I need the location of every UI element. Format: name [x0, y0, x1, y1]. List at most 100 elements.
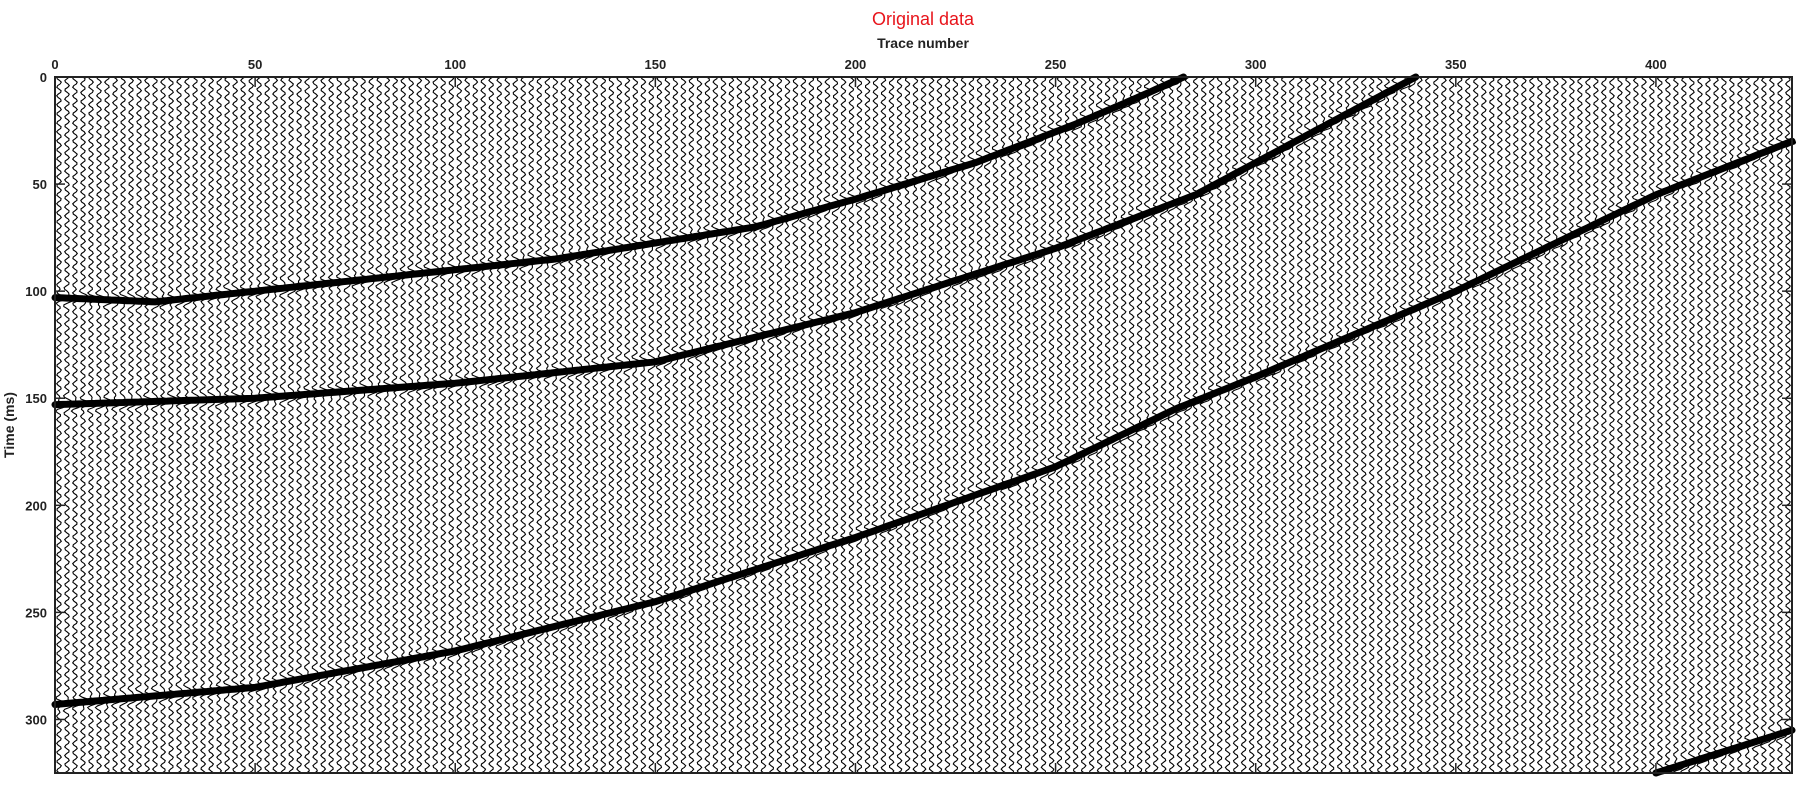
wiggle-trace	[158, 76, 172, 774]
wiggle-trace	[895, 76, 909, 774]
wiggle-trace	[1087, 76, 1100, 773]
wiggle-trace	[1295, 76, 1308, 773]
wiggle-trace	[831, 76, 845, 773]
wiggle-trace	[951, 76, 964, 773]
wiggle-trace	[1319, 76, 1333, 773]
wiggle-trace	[454, 76, 468, 774]
wiggle-trace	[358, 76, 373, 774]
wiggle-trace	[1703, 76, 1716, 773]
wiggle-trace	[1472, 76, 1484, 774]
wiggle-trace	[1367, 76, 1381, 774]
wiggle-trace	[599, 76, 613, 774]
wiggle-trace	[1263, 76, 1276, 774]
wiggle-trace	[311, 76, 325, 774]
wiggle-trace	[1071, 76, 1083, 774]
chart-title: Original data	[872, 9, 975, 29]
wiggle-trace	[759, 77, 772, 774]
wiggle-trace	[439, 76, 452, 773]
wiggle-trace	[1383, 76, 1396, 774]
wiggle-trace	[1199, 76, 1212, 774]
wiggle-trace	[199, 76, 213, 774]
wiggle-trace	[638, 76, 652, 774]
wiggle-trace	[1615, 76, 1628, 773]
x-tick-label: 300	[1245, 57, 1267, 72]
reflection-event-4	[1652, 726, 1796, 777]
wiggle-trace	[382, 76, 396, 774]
y-tick-label: 0	[40, 70, 47, 85]
wiggle-trace	[783, 76, 797, 774]
wiggle-trace	[495, 76, 508, 773]
wiggle-trace	[471, 76, 483, 774]
wiggle-trace	[518, 76, 533, 773]
wiggle-trace	[1328, 76, 1341, 773]
wiggle-trace	[1351, 76, 1361, 773]
wiggle-trace	[1712, 76, 1725, 773]
wiggle-trace	[935, 76, 949, 774]
wiggle-trace	[1216, 76, 1229, 773]
y-tick-label: 300	[25, 712, 47, 727]
wiggle-trace	[78, 76, 91, 773]
x-tick-label: 350	[1445, 57, 1467, 72]
wiggle-trace	[431, 76, 445, 773]
wiggle-trace	[527, 76, 540, 773]
wiggle-trace	[558, 76, 572, 773]
wiggle-trace	[174, 76, 189, 774]
wiggle-trace	[1167, 76, 1181, 774]
wiggle-trace	[1575, 76, 1588, 774]
wiggle-trace	[1647, 76, 1659, 773]
wiggle-trace	[1207, 76, 1221, 773]
wiggle-trace	[775, 76, 788, 774]
wiggle-trace	[903, 76, 917, 773]
wiggle-trace	[351, 76, 365, 773]
wiggle-trace	[1431, 76, 1442, 773]
wiggle-trace	[991, 76, 1004, 774]
wiggle-trace	[254, 76, 268, 774]
wiggle-trace	[487, 76, 501, 774]
wiggle-trace	[1159, 76, 1173, 774]
wiggle-trace	[743, 76, 757, 773]
wiggle-trace	[1640, 76, 1652, 774]
wiggle-trace	[1247, 76, 1261, 774]
wiggle-trace	[567, 76, 581, 774]
wiggle-trace	[687, 76, 701, 774]
x-tick-label: 50	[248, 57, 262, 72]
wiggle-trace	[999, 76, 1013, 774]
wiggle-trace	[1343, 76, 1356, 773]
wiggle-trace	[1488, 76, 1498, 773]
y-tick-label: 250	[25, 605, 47, 620]
wiggle-trace	[262, 76, 275, 773]
wiggle-trace	[1031, 76, 1044, 774]
wiggle-trace	[1408, 76, 1421, 773]
wiggle-trace	[582, 76, 596, 773]
wiggle-trace	[735, 76, 748, 773]
wiggle-trace	[927, 76, 941, 774]
wiggle-trace	[318, 76, 332, 774]
wiggle-trace	[1271, 76, 1282, 773]
wiggle-trace	[1736, 76, 1749, 773]
wiggle-trace	[1528, 76, 1540, 774]
wiggle-trace	[1063, 76, 1077, 774]
wiggle-trace	[1360, 76, 1373, 773]
wiggle-trace	[166, 76, 180, 773]
x-axis-label: Trace number	[877, 35, 969, 51]
wiggle-trace	[710, 76, 725, 774]
wiggle-trace	[134, 76, 146, 774]
wiggle-trace	[1151, 76, 1165, 773]
wiggle-trace	[1023, 76, 1037, 774]
wiggle-trace	[1599, 76, 1611, 773]
wiggle-trace	[1415, 76, 1428, 773]
y-axis-label: Time (ms)	[1, 392, 17, 458]
wiggle-trace	[222, 76, 237, 773]
axis-ticks: 0 50 100 150 200 250 300 350 400 0 50 100 150 200 250 3…	[25, 57, 1792, 773]
wiggle-trace	[1287, 76, 1300, 773]
wiggle-trace	[1607, 76, 1619, 773]
wiggle-trace	[1463, 76, 1477, 774]
wiggle-trace	[1079, 76, 1092, 774]
wiggle-trace	[767, 76, 779, 773]
wiggle-trace	[1055, 76, 1068, 773]
wiggle-trace	[1592, 76, 1605, 774]
wiggle-trace	[1631, 76, 1643, 774]
wiggle-trace	[815, 76, 829, 773]
wiggle-trace	[1143, 76, 1157, 774]
wiggle-trace	[54, 77, 69, 774]
